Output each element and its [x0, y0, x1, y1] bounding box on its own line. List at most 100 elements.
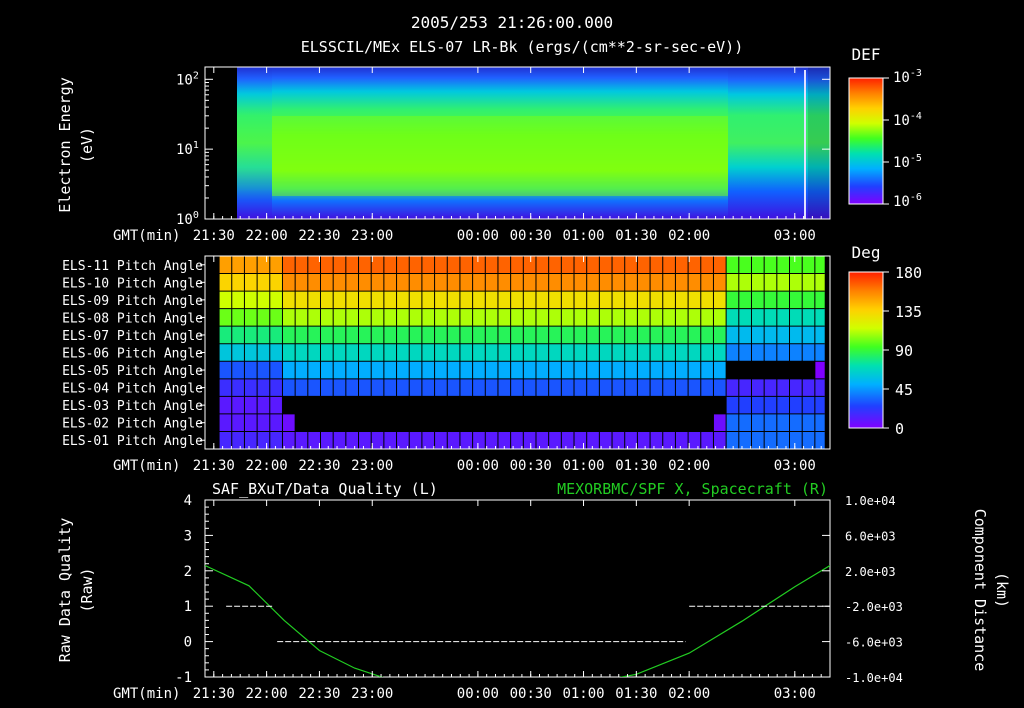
pitch-angle-cell [535, 326, 549, 344]
pitch-angle-cell [814, 343, 825, 362]
pitch-angle-cell [776, 343, 790, 362]
pitch-angle-cell [257, 361, 270, 379]
pitch-angle-cell [675, 326, 689, 344]
pitch-angle-cell [472, 308, 486, 327]
spectrogram-far-right-band [808, 67, 830, 219]
pitch-angle-cell [675, 343, 689, 362]
pitch-angle-cell [599, 308, 613, 327]
pitch-angle-cell [751, 343, 765, 362]
pitch-angle-cell [523, 413, 536, 432]
spacecraft-x-series-line [205, 564, 830, 677]
pitch-angle-cell [688, 343, 701, 362]
pitch-angle-cell [320, 256, 334, 274]
pitch-angle-cell [244, 256, 258, 274]
pitch-angle-cell [231, 413, 245, 432]
pitch-angle-cell [700, 396, 714, 414]
pitch-angle-cell [586, 326, 600, 344]
pitch-angle-cell [358, 396, 372, 414]
spectrogram-time-tick-label: 21:30 [193, 228, 235, 244]
pitch-angle-cell [269, 343, 283, 362]
pitch-angle-cell [396, 378, 410, 397]
def-colorbar [848, 77, 884, 205]
pitch-angle-cell [434, 343, 448, 362]
pitch-angle-cell [345, 431, 359, 449]
pitch-angle-cell [814, 431, 825, 449]
pitch-angle-cell [333, 291, 346, 309]
pitch-angle-cell [789, 413, 803, 432]
pitch-angle-time-axis-label: GMT(min) [113, 458, 180, 474]
pitch-angle-cell [371, 256, 384, 274]
pitch-angle-cell [472, 396, 486, 414]
pitch-angle-cell [688, 413, 701, 432]
pitch-angle-cell [624, 361, 638, 379]
pitch-angle-cell [599, 396, 613, 414]
pitch-angle-cell [396, 308, 410, 327]
pitch-angle-cell [561, 396, 575, 414]
pitch-angle-cell [269, 308, 283, 327]
line-plot-time-tick-label: 02:00 [668, 686, 710, 702]
pitch-angle-cell [383, 431, 397, 449]
pitch-angle-cell [409, 308, 422, 327]
pitch-angle-cell [738, 256, 752, 274]
def-colorbar-label: DEF [852, 45, 881, 64]
pitch-angle-cell [219, 326, 232, 344]
pitch-angle-cell [421, 361, 435, 379]
pitch-angle-cell [434, 431, 448, 449]
pitch-angle-cell [231, 361, 245, 379]
line-plot-time-tick-label: 03:00 [774, 686, 816, 702]
line-plot-right-tick-label: 1.0e+04 [845, 494, 896, 508]
pitch-angle-cell [789, 431, 803, 449]
pitch-angle-cell [282, 273, 296, 292]
spectrogram-time-axis-label: GMT(min) [113, 228, 180, 244]
pitch-angle-cell [434, 378, 448, 397]
pitch-angle-cell [497, 291, 511, 309]
pitch-angle-cell [345, 361, 359, 379]
pitch-angle-cell [333, 413, 346, 432]
pitch-angle-cell [535, 378, 549, 397]
pitch-angle-cell [396, 361, 410, 379]
pitch-angle-cell [269, 413, 283, 432]
pitch-angle-cell [295, 361, 308, 379]
pitch-angle-cell [662, 378, 676, 397]
pitch-angle-cell [650, 378, 663, 397]
pitch-angle-cell [459, 431, 473, 449]
pitch-angle-cell [637, 308, 651, 327]
pitch-angle-cell [307, 291, 321, 309]
pitch-angle-cell [764, 413, 777, 432]
pitch-angle-cell [814, 273, 825, 292]
pitch-angle-cell [650, 361, 663, 379]
pitch-angle-cell [535, 308, 549, 327]
pitch-angle-cell [548, 326, 562, 344]
pitch-angle-cell [434, 413, 448, 432]
pitch-angle-cell [497, 431, 511, 449]
line-plot-time-tick-label: 00:30 [510, 686, 552, 702]
pitch-angle-cell [447, 361, 460, 379]
pitch-angle-cell [282, 378, 296, 397]
pitch-angle-cell [459, 326, 473, 344]
pitch-angle-cell [599, 361, 613, 379]
pitch-angle-cell [345, 413, 359, 432]
pitch-angle-cell [396, 291, 410, 309]
pitch-angle-cell [675, 256, 689, 274]
pitch-angle-cell [383, 291, 397, 309]
pitch-angle-cell [650, 396, 663, 414]
pitch-angle-cell [447, 396, 460, 414]
pitch-angle-cell [637, 291, 651, 309]
pitch-angle-cell [371, 326, 384, 344]
pitch-angle-cell [713, 413, 727, 432]
pitch-angle-cell [257, 256, 270, 274]
pitch-angle-cell [269, 378, 283, 397]
pitch-angle-cell [789, 256, 803, 274]
pitch-angle-cell [637, 396, 651, 414]
pitch-angle-cell [764, 361, 777, 379]
pitch-angle-cell [497, 413, 511, 432]
pitch-angle-cell [510, 378, 524, 397]
pitch-angle-cell [561, 343, 575, 362]
pitch-angle-cell [396, 326, 410, 344]
pitch-angle-cell [447, 378, 460, 397]
pitch-angle-cell [688, 308, 701, 327]
pitch-angle-cell [383, 273, 397, 292]
pitch-angle-cell [371, 361, 384, 379]
pitch-angle-cell [738, 326, 752, 344]
pitch-angle-cell [738, 273, 752, 292]
